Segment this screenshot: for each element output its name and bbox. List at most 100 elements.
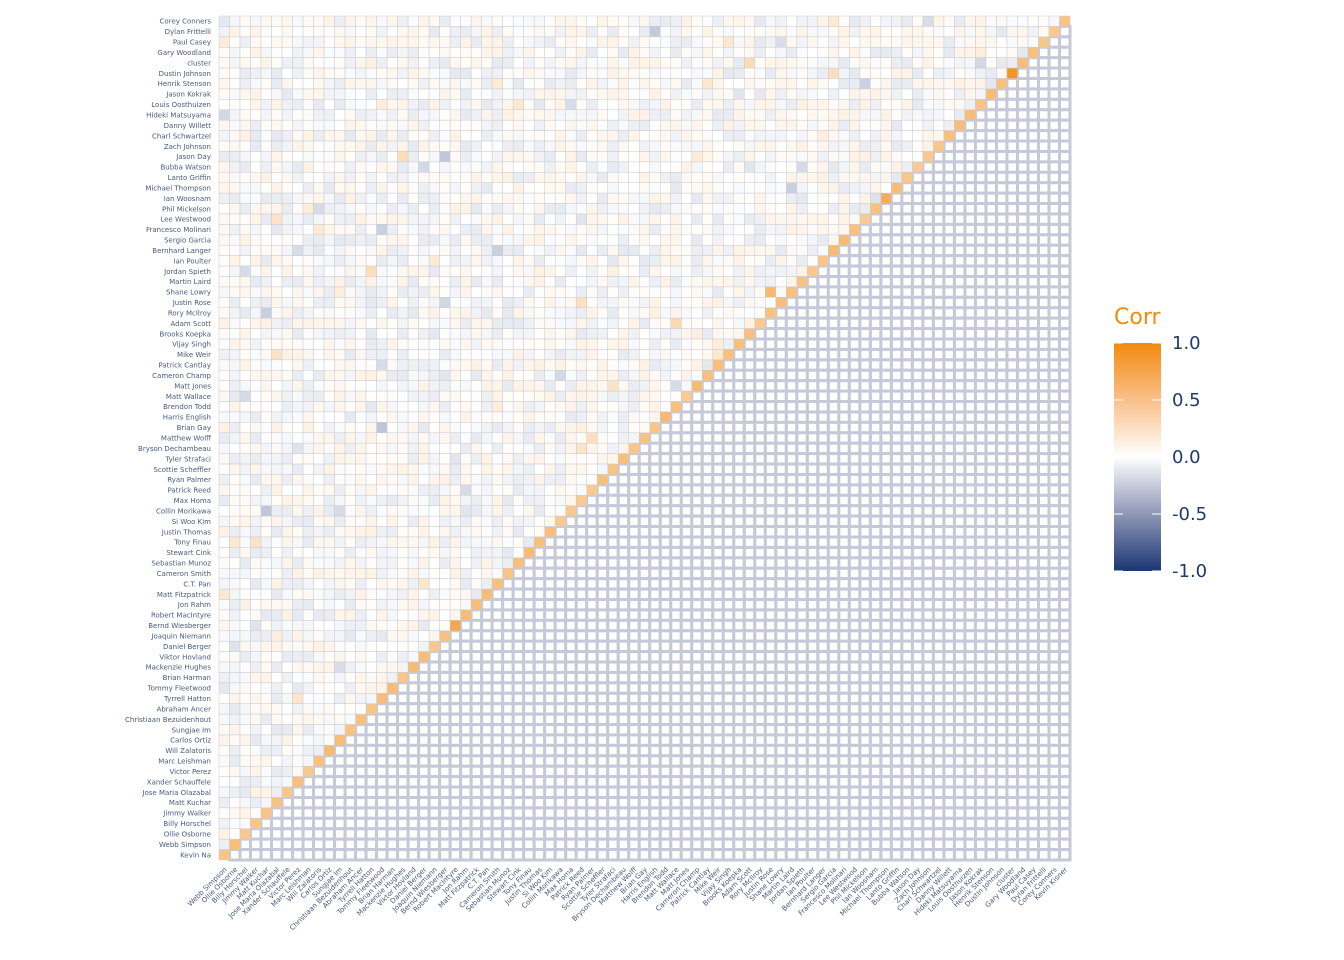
heatmap-cell <box>754 78 766 90</box>
empty-grid-cell <box>658 733 673 747</box>
empty-grid-cell <box>459 660 473 674</box>
heatmap-cell <box>807 265 819 277</box>
heatmap-cell <box>922 67 934 79</box>
heatmap-cell <box>292 67 304 79</box>
empty-grid-cell <box>711 639 725 654</box>
empty-grid-cell <box>1047 441 1061 456</box>
empty-grid-cell <box>795 410 809 424</box>
empty-grid-cell <box>711 400 725 414</box>
empty-grid-cell <box>921 400 935 414</box>
empty-grid-cell <box>1057 816 1072 831</box>
heatmap-cell <box>786 213 798 225</box>
empty-grid-cell <box>721 452 736 466</box>
empty-grid-cell <box>711 764 725 779</box>
empty-grid-cell <box>1026 598 1040 612</box>
heatmap-cell <box>565 244 577 256</box>
heatmap-cell <box>796 67 808 79</box>
empty-grid-cell <box>742 337 757 351</box>
heatmap-cell <box>596 36 608 48</box>
empty-grid-cell <box>606 629 620 643</box>
empty-grid-cell <box>942 452 956 466</box>
empty-grid-cell <box>1036 462 1051 476</box>
heatmap-cell <box>533 57 545 69</box>
heatmap-cell <box>912 99 924 111</box>
empty-grid-cell <box>963 608 977 622</box>
empty-grid-cell <box>742 400 757 414</box>
empty-grid-cell <box>837 389 851 404</box>
heatmap-cell <box>849 172 861 183</box>
empty-grid-cell <box>1047 160 1061 174</box>
heatmap-cell <box>281 109 293 121</box>
heatmap-cell <box>334 119 346 131</box>
empty-grid-cell <box>1057 681 1072 695</box>
empty-grid-cell <box>858 577 872 591</box>
empty-grid-cell <box>564 764 578 779</box>
empty-grid-cell <box>396 681 410 695</box>
empty-grid-cell <box>574 660 589 674</box>
heatmap-cell <box>817 26 829 38</box>
heatmap-cell <box>733 234 745 246</box>
empty-grid-cell <box>1057 243 1072 258</box>
empty-grid-cell <box>438 691 452 706</box>
empty-grid-cell <box>658 556 673 570</box>
empty-grid-cell <box>1057 837 1072 852</box>
empty-grid-cell <box>669 608 683 622</box>
heatmap-cell <box>239 67 251 79</box>
empty-grid-cell <box>1026 723 1040 737</box>
empty-grid-cell <box>595 545 610 560</box>
empty-grid-cell <box>511 577 526 591</box>
heatmap-cell <box>639 192 651 204</box>
empty-grid-cell <box>564 712 578 727</box>
empty-grid-cell <box>637 545 652 560</box>
heatmap-cell <box>292 15 304 27</box>
empty-grid-cell <box>595 535 610 549</box>
empty-grid-cell <box>700 660 715 674</box>
empty-grid-cell <box>931 545 946 560</box>
heatmap-cell <box>617 213 629 225</box>
empty-grid-cell <box>952 566 967 581</box>
heatmap-cell <box>533 151 545 163</box>
empty-grid-cell <box>700 806 715 820</box>
empty-grid-cell <box>973 504 988 518</box>
empty-grid-cell <box>994 733 1009 747</box>
heatmap-cell <box>681 161 693 173</box>
heatmap-cell <box>407 78 419 90</box>
empty-grid-cell <box>847 691 862 706</box>
empty-grid-cell <box>511 764 526 779</box>
empty-grid-cell <box>564 525 578 539</box>
heatmap-cell <box>229 276 241 288</box>
heatmap-cell <box>765 88 777 100</box>
empty-grid-cell <box>606 816 620 831</box>
empty-grid-cell <box>952 274 967 289</box>
heatmap-cell <box>1017 36 1029 48</box>
heatmap-cell <box>355 203 367 215</box>
empty-grid-cell <box>994 129 1009 143</box>
empty-grid-cell <box>1057 827 1072 841</box>
heatmap-cell <box>765 265 777 277</box>
empty-grid-cell <box>994 139 1009 153</box>
empty-grid-cell <box>826 650 841 664</box>
empty-grid-cell <box>648 452 662 466</box>
empty-grid-cell <box>522 743 536 758</box>
empty-grid-cell <box>1036 368 1051 383</box>
empty-grid-cell <box>1057 764 1072 779</box>
empty-grid-cell <box>763 785 778 799</box>
empty-grid-cell <box>1015 535 1030 549</box>
heatmap-cell <box>407 57 419 69</box>
heatmap-cell <box>250 99 262 111</box>
empty-grid-cell <box>900 545 914 560</box>
heatmap-cell <box>491 161 503 173</box>
empty-grid-cell <box>669 806 683 820</box>
heatmap-cell <box>491 151 503 163</box>
heatmap-cell <box>859 172 871 183</box>
heatmap-cell <box>544 36 556 48</box>
heatmap-cell <box>744 15 756 27</box>
empty-grid-cell <box>522 566 536 581</box>
empty-grid-cell <box>511 712 526 727</box>
empty-grid-cell <box>490 629 505 643</box>
empty-grid-cell <box>501 816 515 831</box>
empty-grid-cell <box>963 639 977 654</box>
heatmap-cell <box>355 276 367 288</box>
heatmap-cell <box>344 130 356 142</box>
heatmap-cell <box>302 234 314 246</box>
